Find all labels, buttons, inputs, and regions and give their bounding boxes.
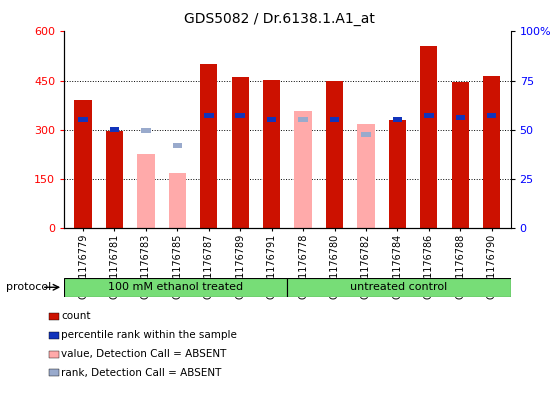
Bar	[64, 278, 287, 297]
Bar	[232, 77, 249, 228]
Text: rank, Detection Call = ABSENT: rank, Detection Call = ABSENT	[61, 368, 222, 378]
Bar	[169, 173, 186, 228]
Bar	[455, 116, 465, 120]
Bar	[204, 114, 214, 118]
Bar	[74, 100, 92, 228]
Bar	[263, 80, 280, 228]
Bar	[299, 118, 308, 122]
Bar	[389, 120, 406, 228]
Bar	[235, 114, 245, 118]
Bar	[483, 75, 501, 228]
Text: untreated control: untreated control	[350, 282, 448, 292]
Bar	[78, 118, 88, 122]
Text: percentile rank within the sample: percentile rank within the sample	[61, 330, 237, 340]
Bar	[361, 132, 371, 137]
Text: protocol: protocol	[6, 282, 51, 292]
Bar	[330, 118, 339, 122]
Text: count: count	[61, 311, 91, 321]
Bar	[487, 114, 497, 118]
Bar	[326, 81, 343, 228]
Bar	[172, 143, 182, 147]
Text: GDS5082 / Dr.6138.1.A1_at: GDS5082 / Dr.6138.1.A1_at	[184, 12, 374, 26]
Bar	[424, 114, 434, 118]
Bar	[295, 111, 312, 228]
Bar	[451, 82, 469, 228]
Bar	[137, 154, 155, 228]
Bar	[357, 124, 374, 228]
Text: 100 mM ethanol treated: 100 mM ethanol treated	[108, 282, 243, 292]
Bar	[287, 278, 511, 297]
Bar	[393, 118, 402, 122]
Bar	[110, 127, 119, 132]
Text: value, Detection Call = ABSENT: value, Detection Call = ABSENT	[61, 349, 227, 359]
Bar	[141, 128, 151, 133]
Bar	[200, 64, 218, 228]
Bar	[267, 118, 276, 122]
Bar	[420, 46, 437, 228]
Bar	[106, 131, 123, 228]
